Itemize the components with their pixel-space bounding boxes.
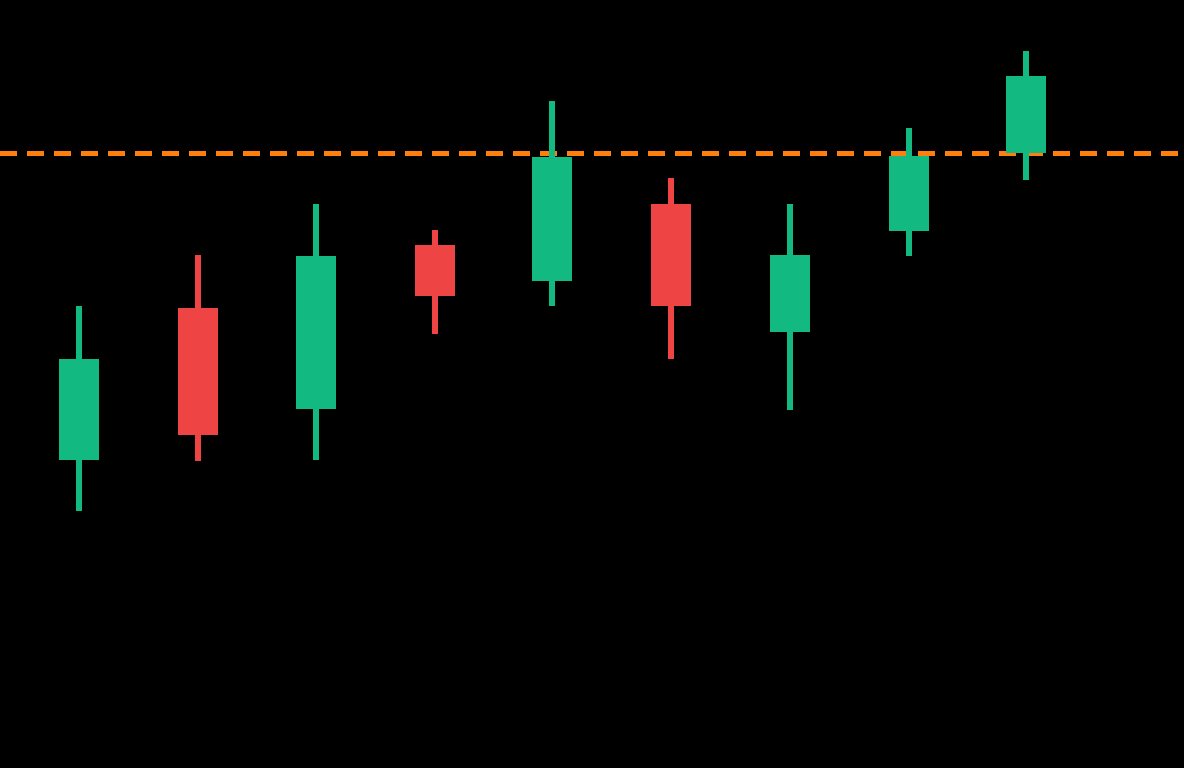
candle-7-body [770,255,810,332]
candle-1-body [59,359,99,460]
candle-2-body [178,308,218,435]
candle-9-body [1006,76,1046,153]
candle-4-body [415,245,455,296]
candle-5-body [532,157,572,281]
threshold-dashed-line [0,151,1184,156]
candle-6-body [651,204,691,306]
candle-3-body [296,256,336,409]
candle-8-body [889,156,929,231]
